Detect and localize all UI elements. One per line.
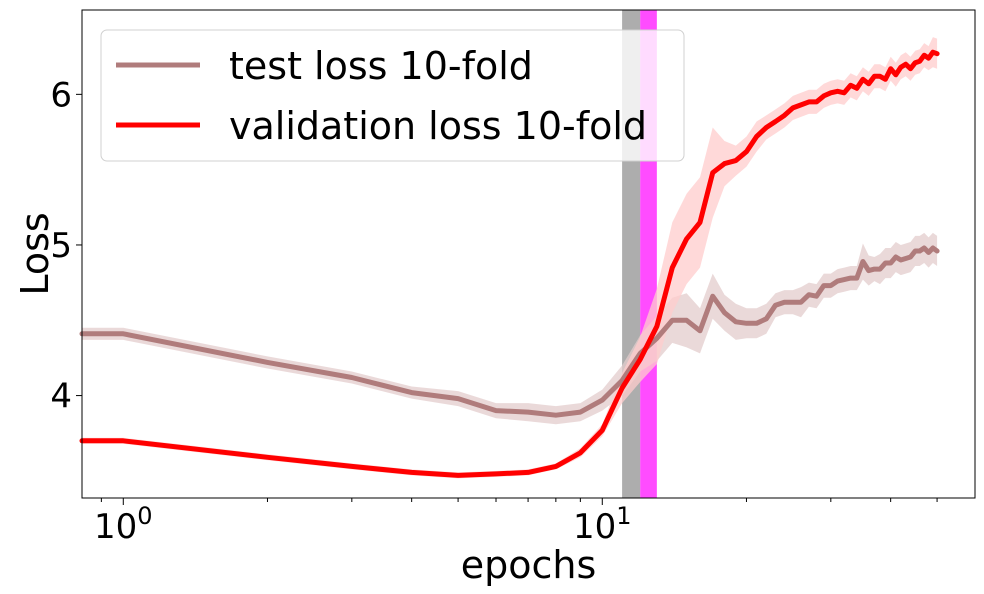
legend-box <box>100 29 685 162</box>
x-tick-label: 101 <box>573 502 632 547</box>
y-axis-label: Loss <box>13 212 57 295</box>
validation-loss-band <box>82 37 938 479</box>
validation-loss-line <box>79 49 940 478</box>
legend: test loss 10-fold validation loss 10-fol… <box>100 29 685 162</box>
x-tick-label: 100 <box>94 502 153 547</box>
legend-label-validation-loss: validation loss 10-fold <box>229 104 647 148</box>
test-loss-line <box>79 245 940 418</box>
y-tick-label: 6 <box>50 75 72 115</box>
y-tick-label: 4 <box>50 377 72 417</box>
test-loss-band <box>82 232 938 425</box>
series-lines <box>79 49 940 478</box>
confidence-bands <box>82 37 938 479</box>
legend-label-test-loss: test loss 10-fold <box>229 44 533 88</box>
x-axis-label: epochs <box>461 543 597 587</box>
axis-ticks: 4 5 6 100 101 <box>50 75 938 547</box>
y-tick-label: 5 <box>50 226 72 266</box>
